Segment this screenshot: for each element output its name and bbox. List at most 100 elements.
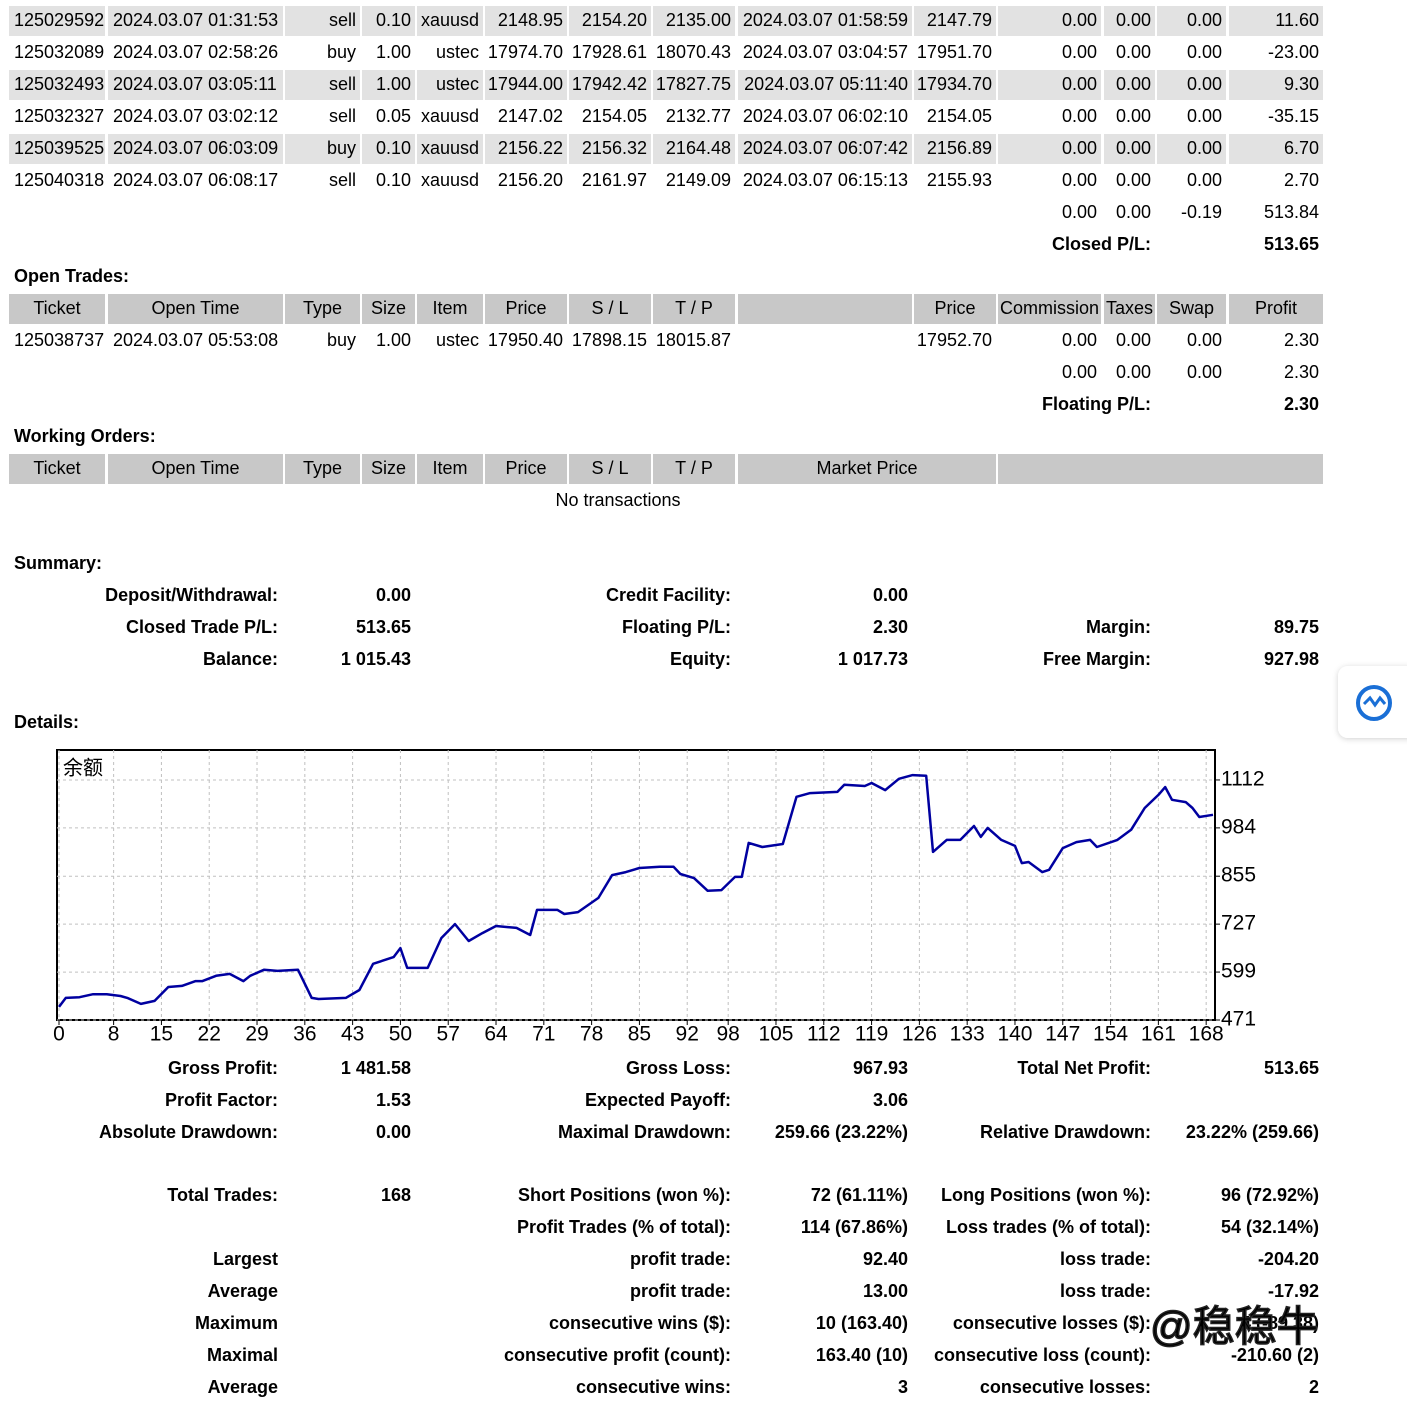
cell: 2024.03.07 03:04:57	[743, 42, 908, 62]
stat-value: 967.93	[853, 1058, 908, 1078]
chart-title: 余额	[63, 756, 103, 779]
stat-label: Relative Drawdown:	[980, 1122, 1151, 1142]
stat-label: Loss trades (% of total):	[946, 1217, 1151, 1237]
cell: ustec	[436, 42, 479, 62]
x-tick-label: 168	[1189, 1023, 1224, 1046]
cell: 1.00	[376, 74, 411, 94]
stat-value: 2	[1309, 1377, 1319, 1397]
stat-label: Maximal	[207, 1345, 278, 1365]
header-bg	[417, 294, 483, 324]
watermark: @稳稳牛	[1150, 1303, 1319, 1350]
header-bg	[653, 294, 735, 324]
header-cell: Swap	[1169, 298, 1214, 318]
total-cell: 513.84	[1264, 202, 1319, 222]
cell: 125032089	[14, 42, 104, 62]
cell: 11.60	[1275, 10, 1319, 30]
cell: 0.00	[1062, 10, 1097, 30]
cell: 2161.97	[582, 170, 647, 190]
cell: 17928.61	[572, 42, 647, 62]
row-bg	[569, 134, 651, 164]
section-title: Summary:	[14, 553, 102, 573]
y-tick-label: 599	[1221, 960, 1256, 983]
y-tick-label: 984	[1221, 815, 1256, 838]
row-bg	[285, 6, 360, 36]
header-cell: Open Time	[151, 298, 239, 318]
stat-value: -204.20	[1258, 1249, 1319, 1269]
row-bg	[914, 6, 996, 36]
total-cell: -0.19	[1181, 202, 1222, 222]
plot-area	[56, 749, 1216, 1021]
cell: 18015.87	[656, 330, 731, 350]
header-cell: Commission	[1000, 298, 1099, 318]
stat-value: 168	[381, 1185, 411, 1205]
x-tick-label: 0	[53, 1023, 65, 1046]
cell: 0.00	[1187, 10, 1222, 30]
cell: 2024.03.07 06:07:42	[743, 138, 908, 158]
x-tick-label: 71	[532, 1023, 555, 1046]
y-tick-label: 855	[1221, 864, 1256, 887]
stat-label: Absolute Drawdown:	[99, 1122, 278, 1142]
stat-value: 4 (-89.38)	[1241, 1313, 1319, 1333]
cell: 2155.93	[927, 170, 992, 190]
row-bg	[998, 70, 1101, 100]
section-title: Details:	[14, 712, 79, 732]
row-bg	[1229, 6, 1323, 36]
stat-label: Maximal Drawdown:	[558, 1122, 731, 1142]
stat-label: consecutive loss (count):	[934, 1345, 1151, 1365]
stat-label: Closed Trade P/L:	[126, 617, 278, 637]
stat-label: consecutive wins:	[576, 1377, 731, 1397]
stat-label: consecutive wins ($):	[549, 1313, 731, 1333]
cell: 1.00	[376, 42, 411, 62]
y-tick-label: 1112	[1221, 768, 1265, 791]
x-tick-label: 36	[293, 1023, 316, 1046]
total-cell: 0.00	[1062, 202, 1097, 222]
empty-note: No transactions	[555, 490, 680, 510]
stat-value: 0.00	[873, 585, 908, 605]
cell: 0.00	[1062, 106, 1097, 126]
stat-label: consecutive profit (count):	[504, 1345, 731, 1365]
cell: 17950.40	[488, 330, 563, 350]
cell: 0.00	[1187, 106, 1222, 126]
stat-value: 13.00	[863, 1281, 908, 1301]
x-tick-label: 85	[628, 1023, 651, 1046]
cell: buy	[327, 42, 356, 62]
cell: 2024.03.07 06:15:13	[743, 170, 908, 190]
stat-label: profit trade:	[630, 1281, 731, 1301]
cell: buy	[327, 138, 356, 158]
cell: 9.30	[1284, 74, 1319, 94]
row-bg	[362, 134, 415, 164]
result-label: Closed P/L:	[1052, 234, 1151, 254]
row-bg	[998, 6, 1101, 36]
cell: 1.00	[376, 330, 411, 350]
header-cell: Price	[505, 298, 546, 318]
total-cell: 0.00	[1187, 362, 1222, 382]
cell: 0.00	[1116, 42, 1151, 62]
header-bg	[9, 454, 105, 484]
cell: 0.00	[1116, 106, 1151, 126]
x-tick-label: 92	[676, 1023, 699, 1046]
header-cell: T / P	[675, 298, 713, 318]
stat-label: loss trade:	[1060, 1249, 1151, 1269]
stat-value: 72 (61.11%)	[811, 1185, 908, 1205]
cell: 0.00	[1116, 138, 1151, 158]
stat-value: 1 015.43	[341, 649, 411, 669]
float-icon	[1356, 685, 1392, 721]
header-cell: Profit	[1255, 298, 1297, 318]
stat-label: Deposit/Withdrawal:	[105, 585, 278, 605]
row-bg	[417, 6, 483, 36]
row-bg	[108, 70, 283, 100]
x-tick-label: 15	[150, 1023, 173, 1046]
header-bg	[738, 454, 996, 484]
row-bg	[362, 70, 415, 100]
cell: -35.15	[1268, 106, 1319, 126]
y-tick-label: 471	[1221, 1008, 1256, 1031]
cell: 17951.70	[917, 42, 992, 62]
stat-value: 10 (163.40)	[816, 1313, 908, 1333]
stat-label: consecutive losses:	[980, 1377, 1151, 1397]
header-bg	[108, 294, 283, 324]
cell: 2147.79	[927, 10, 992, 30]
stat-label: loss trade:	[1060, 1281, 1151, 1301]
cell: 2.70	[1284, 170, 1319, 190]
cell: ustec	[436, 330, 479, 350]
